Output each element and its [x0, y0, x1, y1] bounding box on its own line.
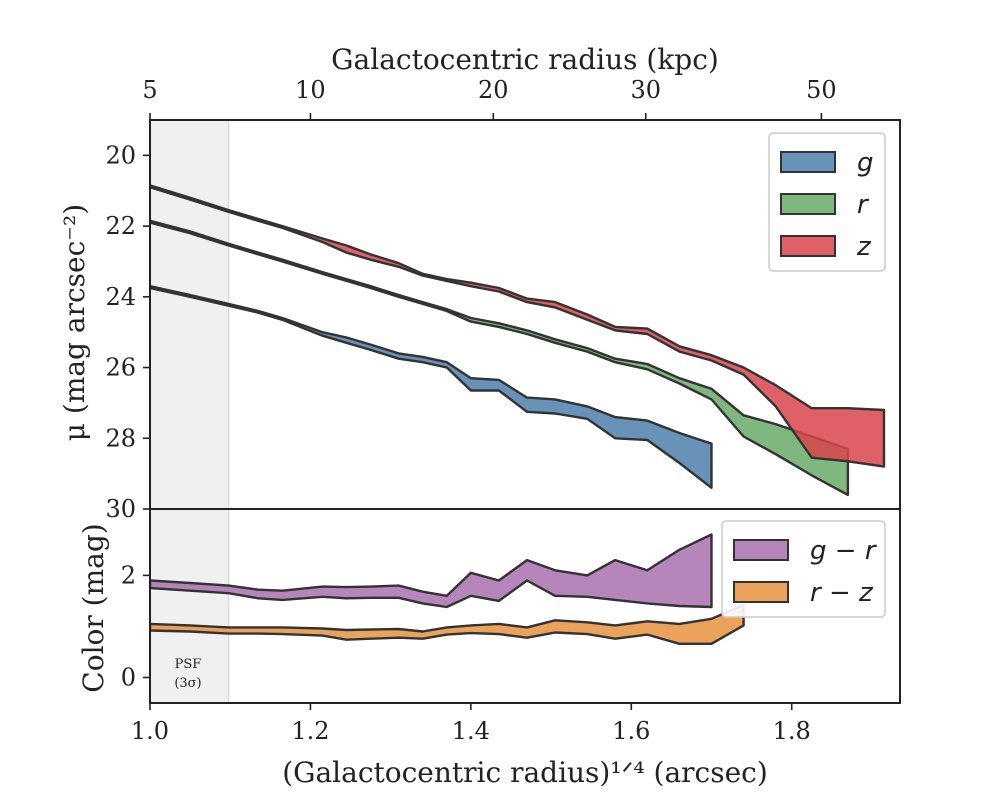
band-g [150, 285, 713, 489]
bottom-axis-title: (Galactocentric radius)¹ᐟ⁴ (arcsec) [282, 756, 768, 789]
top-x-tick-label: 30 [630, 76, 661, 104]
top-x-tick-label: 10 [295, 76, 326, 104]
psf-region [150, 120, 229, 703]
bottom-x-tick-label: 1.6 [612, 717, 650, 745]
top-x-tick-label: 50 [806, 76, 837, 104]
top-legend-swatch [780, 193, 836, 215]
top-y-tick-label: 28 [105, 424, 136, 452]
top-legend-label: z [856, 232, 872, 262]
top-y-tick-label: 20 [105, 141, 136, 169]
band-gr [150, 533, 713, 609]
psf-label-line2: (3σ) [174, 676, 201, 691]
bottom-x-tick-label: 1.0 [131, 717, 169, 745]
top-axis-title: Galactocentric radius (kpc) [331, 43, 719, 76]
top-y-tick-label: 22 [105, 212, 136, 240]
band-z [150, 184, 886, 468]
top-legend-label: g [857, 148, 874, 178]
bottom-y-tick-label: 0 [121, 663, 136, 691]
psf-label-line1: PSF [175, 657, 202, 672]
bottom-y-tick-label: 2 [121, 561, 136, 589]
top-legend-swatch [780, 151, 836, 173]
top-y-tick-label: 30 [105, 495, 136, 523]
top-x-tick-label: 5 [142, 76, 157, 104]
top-x-tick-label: 20 [478, 76, 509, 104]
bottom-legend-label: r − z [810, 578, 874, 608]
top-legend-label: r [857, 190, 870, 220]
bottom-legend-swatch [733, 539, 789, 561]
top-y-axis-title: μ (mag arcsec⁻²) [58, 204, 91, 441]
bottom-y-axis-title: Color (mag) [77, 523, 110, 692]
top-y-tick-label: 24 [105, 283, 136, 311]
top-y-tick-label: 26 [105, 354, 136, 382]
bottom-x-tick-label: 1.4 [452, 717, 490, 745]
bottom-panel-frame [149, 508, 901, 704]
top-panel-bands [150, 184, 886, 497]
bottom-panel-bands [150, 533, 745, 645]
bottom-legend-label: g − r [810, 536, 878, 566]
bottom-x-tick-label: 1.8 [773, 717, 811, 745]
bottom-x-tick-label: 1.2 [291, 717, 329, 745]
band-rz [150, 603, 745, 645]
top-legend-swatch [780, 235, 836, 257]
band-r [150, 219, 850, 497]
bottom-legend-swatch [733, 581, 789, 603]
